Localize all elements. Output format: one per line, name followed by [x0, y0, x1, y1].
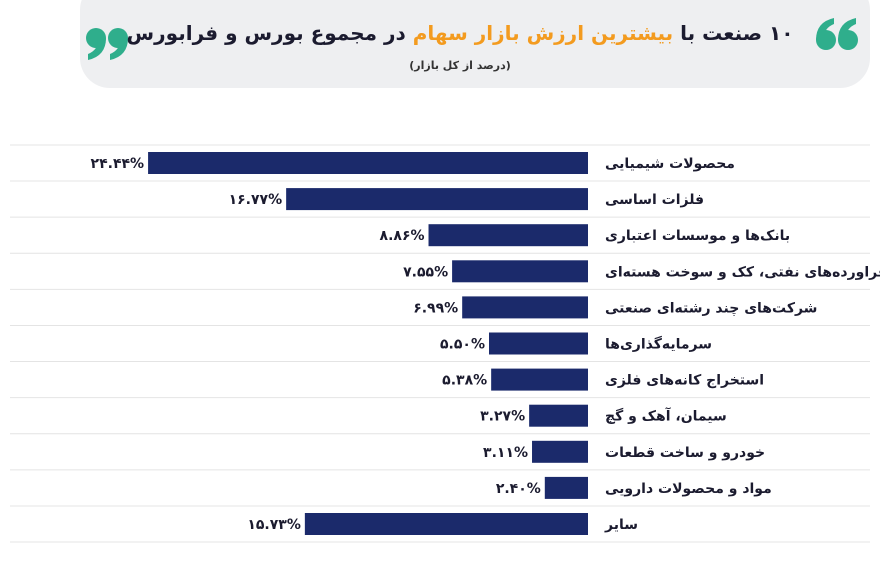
- bar: [452, 260, 588, 283]
- bar: [148, 152, 588, 174]
- bar: [304, 513, 588, 535]
- category-label: محصولات شیمیایی: [605, 156, 735, 172]
- value-label: ۱۵.۷۳%: [247, 517, 301, 533]
- value-label: ۲۴.۴۴%: [91, 156, 145, 172]
- category-label: خودرو و ساخت قطعات: [605, 445, 765, 461]
- value-label: ۵.۳۸%: [442, 373, 487, 389]
- value-label: ۱۶.۷۷%: [229, 192, 283, 208]
- title-part: بیشترین ارزش بازار سهام: [413, 21, 673, 45]
- value-label: ۵.۵۰%: [440, 337, 485, 353]
- quote-right: [816, 18, 858, 50]
- category-label: فراورده‌های نفتی، کک و سوخت هسته‌ای: [605, 264, 880, 280]
- bar: [428, 224, 588, 247]
- title-part: ۱۰ صنعت با: [673, 21, 793, 45]
- header-box: [80, 0, 870, 88]
- value-label: ۸.۸۶%: [380, 228, 425, 244]
- bar: [462, 296, 588, 319]
- value-label: ۲.۴۰%: [496, 481, 541, 497]
- category-label: سیمان، آهک و گچ: [605, 407, 727, 425]
- category-label: فلزات اساسی: [605, 192, 704, 208]
- value-label: ۷.۵۵%: [403, 264, 448, 280]
- chart-title: ۱۰ صنعت با بیشترین ارزش بازار سهام در مج…: [127, 21, 794, 45]
- category-label: استخراج کانه‌های فلزی: [605, 373, 764, 389]
- bar: [544, 476, 588, 499]
- category-label: سرمایه‌گذاری‌ها: [605, 336, 712, 353]
- category-label: سایر: [604, 517, 638, 533]
- bar: [489, 332, 588, 355]
- title-part: در مجموع بورس و فرابورس: [127, 21, 413, 45]
- value-label: ۳.۲۷%: [480, 409, 525, 425]
- bar: [529, 404, 588, 427]
- chart-subtitle: (درصد از کل بازار): [409, 59, 511, 72]
- bar: [286, 188, 588, 211]
- value-label: ۶.۹۹%: [413, 300, 458, 316]
- quote-left: [86, 28, 128, 60]
- bar: [491, 368, 588, 391]
- category-label: شرکت‌های چند رشته‌ای صنعتی: [605, 300, 817, 316]
- category-label: مواد و محصولات دارویی: [605, 481, 772, 497]
- category-label: بانک‌ها و موسسات اعتباری: [605, 228, 790, 244]
- value-label: ۳.۱۱%: [483, 445, 528, 461]
- bar: [532, 440, 588, 463]
